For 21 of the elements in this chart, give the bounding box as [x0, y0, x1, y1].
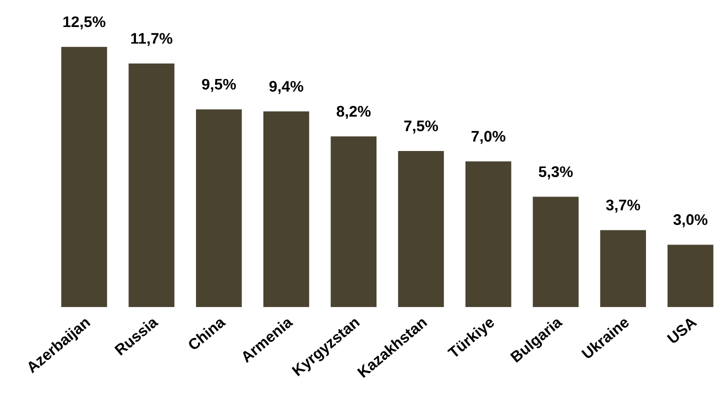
data-label: 3,0% [673, 214, 708, 228]
data-label: 3,7% [606, 200, 640, 213]
bar [330, 136, 377, 308]
x-tick-label: USA [666, 316, 698, 344]
data-label: 11,7% [131, 33, 172, 46]
data-label: 12,5% [63, 16, 106, 30]
bar [61, 46, 108, 308]
bar [263, 111, 310, 308]
bar [398, 150, 444, 308]
bar [600, 230, 646, 308]
data-label: 5,3% [538, 166, 573, 180]
bar [128, 64, 174, 308]
data-label: 8,2% [336, 106, 371, 119]
data-label: 7,0% [472, 130, 506, 144]
data-label: 9,5% [202, 78, 236, 92]
bar [465, 161, 512, 308]
bar [668, 244, 714, 308]
data-label: 9,4% [269, 80, 304, 94]
bar [196, 109, 242, 308]
data-label: 7,5% [404, 120, 438, 134]
bar [532, 196, 579, 308]
